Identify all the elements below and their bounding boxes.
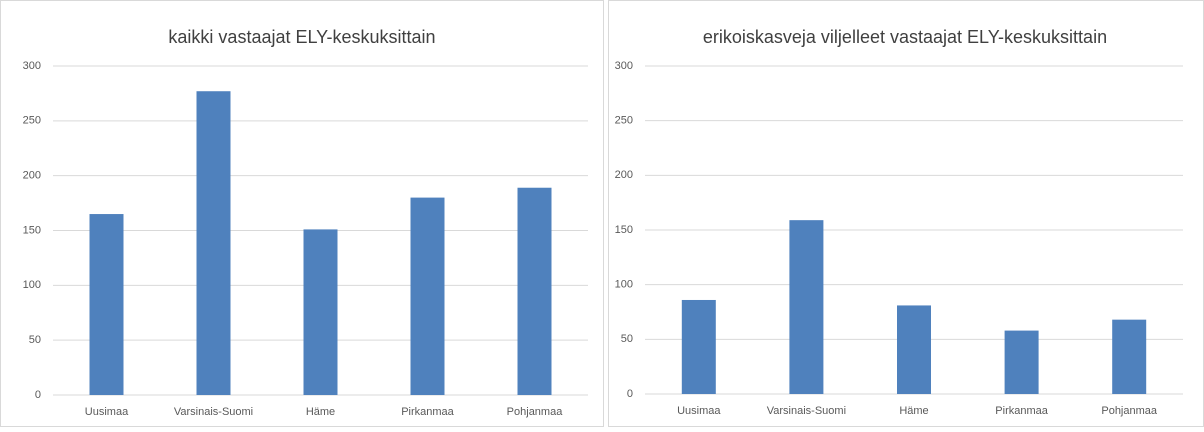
y-tick-label: 250: [615, 115, 633, 127]
chart-title: kaikki vastaajat ELY-keskuksittain: [168, 27, 435, 47]
x-tick-label: Uusimaa: [677, 405, 721, 417]
bar: [1112, 319, 1147, 394]
y-tick-label: 250: [23, 115, 41, 127]
bar: [789, 220, 824, 394]
y-tick-label: 300: [23, 60, 41, 72]
y-tick-label: 100: [615, 279, 633, 291]
x-tick-label: Pohjanmaa: [1101, 405, 1158, 417]
y-tick-label: 200: [23, 170, 41, 182]
bar: [681, 299, 716, 394]
y-tick-label: 150: [23, 224, 41, 236]
bar: [410, 197, 445, 395]
bar: [517, 187, 552, 395]
x-tick-label: Pirkanmaa: [995, 405, 1048, 417]
x-tick-label: Pirkanmaa: [401, 406, 454, 418]
y-tick-label: 50: [29, 334, 41, 346]
bar: [89, 214, 124, 395]
y-tick-label: 300: [615, 60, 633, 72]
bar: [303, 229, 338, 395]
bar: [196, 91, 231, 396]
x-tick-label: Häme: [899, 405, 928, 417]
y-tick-label: 100: [23, 279, 41, 291]
y-tick-label: 50: [621, 333, 633, 345]
x-tick-label: Varsinais-Suomi: [174, 406, 253, 418]
x-tick-label: Häme: [306, 406, 335, 418]
x-tick-label: Varsinais-Suomi: [767, 405, 846, 417]
chart-title: erikoiskasveja viljelleet vastaajat ELY-…: [703, 27, 1107, 47]
x-tick-label: Uusimaa: [85, 406, 129, 418]
y-tick-label: 200: [615, 169, 633, 181]
bar: [1004, 330, 1039, 394]
y-tick-label: 150: [615, 224, 633, 236]
x-tick-label: Pohjanmaa: [507, 406, 564, 418]
y-tick-label: 0: [35, 389, 41, 401]
bar: [897, 305, 931, 394]
y-tick-label: 0: [627, 388, 633, 400]
